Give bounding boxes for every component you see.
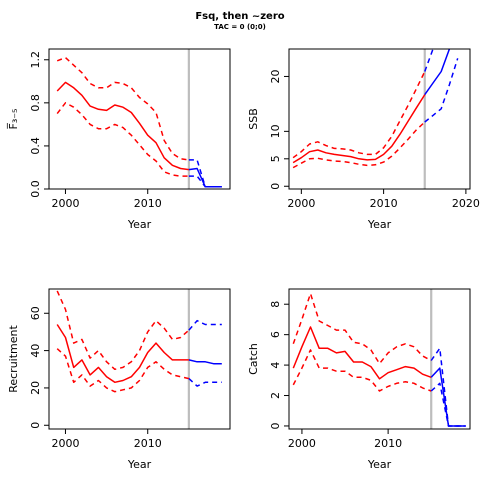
series-line-projection-upper <box>188 319 222 331</box>
figure-title: Fsq, then ~zero <box>195 11 285 22</box>
figure-subtitle: TAC = 0 (0;0) <box>214 23 266 31</box>
series-line-historical-median <box>292 94 426 164</box>
y-tick-label: 0.4 <box>29 137 42 155</box>
x-tick-label: 2010 <box>134 197 162 210</box>
x-axis-title: Year <box>127 458 152 471</box>
series-line-historical-median <box>56 324 189 384</box>
series-line-projection-median <box>188 359 222 365</box>
series-line-projection-lower <box>188 378 222 387</box>
x-tick-label: 2000 <box>51 197 79 210</box>
y-tick-label: 0 <box>29 422 42 429</box>
series-line-historical-upper <box>292 292 432 365</box>
series-line-projection-lower <box>188 175 222 188</box>
series-line-historical-lower <box>56 102 189 177</box>
series-line-projection-lower <box>424 58 459 123</box>
y-tick-label: 10 <box>269 124 282 138</box>
series-line-projection-upper <box>424 48 434 72</box>
y-tick-label: 6 <box>269 331 282 338</box>
y-axis-title: Catch <box>247 343 260 375</box>
x-axis-title: Year <box>367 218 392 231</box>
x-axis-title: Year <box>367 458 392 471</box>
plot-frame <box>48 288 231 430</box>
series-line-historical-upper <box>56 290 190 371</box>
series-line-historical-median <box>56 81 189 171</box>
panel-catch: 2000 2010 Year 0 2 4 6 8 Catch <box>247 288 471 471</box>
series-line-historical-upper <box>56 56 189 161</box>
y-tick-label: 60 <box>29 306 42 320</box>
panel-f: 2000 2010 Year 0.0 0.4 0.8 1.2 F̅₃₋₅ <box>7 48 231 231</box>
y-tick-label: 8 <box>269 301 282 308</box>
series-line-projection-median <box>424 48 451 96</box>
panel-recruitment: 2000 2010 Year 0 20 40 60 Recruitment <box>7 288 231 471</box>
plot-frame <box>288 288 471 430</box>
series-line-projection-median <box>430 367 466 427</box>
series-line-historical-lower <box>292 349 432 392</box>
y-tick-label: 40 <box>29 344 42 358</box>
series-line-historical-lower <box>56 348 190 393</box>
series-line-historical-upper <box>292 71 426 159</box>
series-line-historical-lower <box>292 121 426 169</box>
y-axis-title: F̅₃₋₅ <box>7 109 20 130</box>
y-tick-label: 20 <box>269 69 282 83</box>
x-tick-label: 2000 <box>288 437 316 450</box>
y-tick-label: 2 <box>269 392 282 399</box>
panel-ssb: 2000 2010 2020 Year 0 5 10 20 SSB <box>247 48 480 231</box>
x-tick-label: 2000 <box>287 197 315 210</box>
y-tick-label: 0.8 <box>29 94 42 112</box>
y-tick-label: 0.0 <box>29 180 42 198</box>
x-tick-label: 2010 <box>134 437 162 450</box>
y-tick-label: 1.2 <box>29 51 42 68</box>
plot-frame <box>48 48 231 190</box>
y-tick-label: 4 <box>269 362 282 369</box>
y-axis-title: SSB <box>247 108 260 130</box>
y-tick-label: 20 <box>29 381 42 395</box>
plot-frame <box>288 48 471 190</box>
series-line-projection-median <box>188 167 222 188</box>
x-tick-label: 2020 <box>452 197 480 210</box>
x-axis-title: Year <box>127 218 152 231</box>
y-tick-label: 5 <box>269 155 282 162</box>
series-line-projection-upper <box>188 159 222 188</box>
y-tick-label: 0 <box>269 422 282 429</box>
series-line-projection-lower <box>430 382 466 427</box>
y-axis-title: Recruitment <box>7 325 20 393</box>
x-tick-label: 2010 <box>374 437 402 450</box>
x-tick-label: 2010 <box>370 197 398 210</box>
series-line-historical-median <box>292 326 432 380</box>
y-tick-label: 0 <box>269 183 282 190</box>
series-line-projection-upper <box>430 347 466 427</box>
x-tick-label: 2000 <box>51 437 79 450</box>
